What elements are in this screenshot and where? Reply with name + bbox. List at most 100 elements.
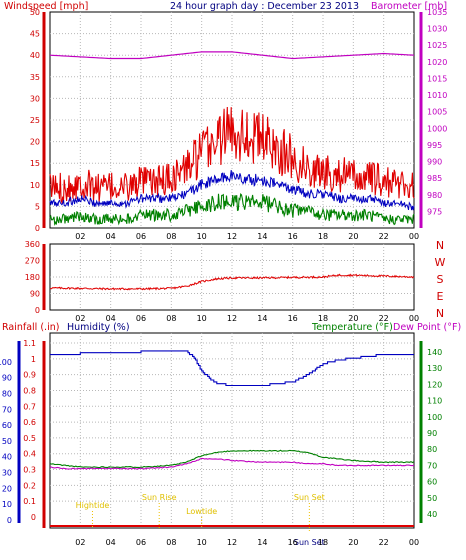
- wind-series-line: [49, 169, 415, 211]
- direction-x-tick-label: 20: [348, 314, 358, 323]
- barometer-y-tick-label: 985: [427, 174, 442, 183]
- rainfall-y-tick-label: 0.8: [23, 386, 36, 395]
- compass-label: N: [436, 239, 444, 252]
- climate-x-tick-label: 22: [379, 538, 389, 547]
- wind-x-tick-label: 06: [136, 232, 146, 241]
- humidity-y-tick-label: 40: [2, 453, 12, 462]
- humidity-y-tick-label: 80: [2, 389, 12, 398]
- barometer-y-tick-label: 995: [427, 141, 442, 150]
- rainfall-y-tick-label: 0.1: [23, 497, 36, 506]
- climate-x-tick-label: 12: [227, 538, 237, 547]
- climate-x-tick-label: 10: [197, 538, 207, 547]
- temperature-line: [49, 449, 415, 469]
- barometer-y-tick-label: 1030: [427, 25, 447, 34]
- humidity-y-tick-label: 70: [2, 405, 12, 414]
- compass-label: S: [437, 273, 444, 286]
- rainfall-y-tick-label: 0.5: [23, 434, 36, 443]
- temperature-y-tick-label: 80: [427, 445, 437, 454]
- dew-point-axis-label: Dew Point (°F): [393, 322, 461, 333]
- direction-y-tick-label: 90: [30, 290, 40, 299]
- annotation-label: Lowtide: [186, 507, 217, 516]
- barometer-y-tick-label: 1035: [427, 8, 447, 17]
- temperature-y-tick-label: 50: [427, 494, 437, 503]
- rainfall-y-tick-label: 0.3: [23, 466, 36, 475]
- dew-point-line: [49, 457, 415, 470]
- rainfall-y-tick-label: 0.7: [23, 402, 36, 411]
- annotation-label: Sun Rise: [142, 493, 177, 502]
- direction-x-tick-label: 16: [288, 314, 298, 323]
- humidity-y-tick-label: 10: [2, 500, 12, 509]
- wind-x-tick-label: 16: [288, 232, 298, 241]
- compass-label: E: [437, 290, 444, 303]
- wind-x-tick-label: 04: [106, 232, 116, 241]
- wind-y-tick-label: 20: [30, 138, 40, 147]
- temperature-y-tick-label: 110: [427, 397, 442, 406]
- temperature-y-tick-label: 70: [427, 461, 437, 470]
- wind-x-tick-label: 00: [409, 232, 419, 241]
- temperature-y-tick-label: 60: [427, 478, 437, 487]
- direction-x-tick-label: 14: [257, 314, 267, 323]
- compass-label: W: [435, 256, 446, 269]
- annotation-label: Hightide: [76, 501, 110, 510]
- wind-y-tick-label: 30: [30, 94, 40, 103]
- direction-x-tick-label: 10: [197, 314, 207, 323]
- humidity-y-tick-label: 60: [2, 421, 12, 430]
- annotation-label: Sun Set: [294, 538, 325, 547]
- direction-y-tick-label: 270: [25, 257, 40, 266]
- direction-y-tick-label: 360: [25, 240, 40, 249]
- wind-x-tick-label: 22: [379, 232, 389, 241]
- climate-x-tick-label: 16: [288, 538, 298, 547]
- climate-x-tick-label: 02: [75, 538, 85, 547]
- barometer-y-tick-label: 1000: [427, 124, 447, 133]
- wind-x-tick-label: 08: [166, 232, 176, 241]
- rainfall-y-tick-label: 0.2: [23, 481, 36, 490]
- barometer-axis-label: Barometer [mb]: [371, 1, 447, 12]
- humidity-axis-label: Humidity (%): [67, 322, 130, 333]
- wind-x-tick-label: 10: [197, 232, 207, 241]
- rainfall-y-tick-label: 0.9: [23, 371, 36, 380]
- rainfall-y-tick-label: 1.1: [23, 339, 36, 348]
- wind-x-tick-label: 02: [75, 232, 85, 241]
- temperature-y-tick-label: 140: [427, 348, 442, 357]
- temperature-axis-label: Temperature (°F): [311, 322, 393, 333]
- temperature-y-tick-label: 120: [427, 380, 442, 389]
- barometer-y-tick-label: 990: [427, 158, 442, 167]
- wind-y-tick-label: 5: [35, 202, 40, 211]
- direction-x-tick-label: 18: [318, 314, 328, 323]
- direction-y-tick-label: 0: [35, 306, 40, 315]
- wind-y-tick-label: 0: [35, 224, 40, 233]
- wind-y-tick-label: 50: [30, 8, 40, 17]
- humidity-y-tick-label: 0: [7, 516, 12, 525]
- wind-axis-label: Windspeed [mph]: [4, 1, 88, 12]
- temperature-y-tick-label: 100: [427, 413, 442, 422]
- climate-x-tick-label: 14: [257, 538, 267, 547]
- wind-series-line: [49, 192, 415, 227]
- wind-x-tick-label: 12: [227, 232, 237, 241]
- humidity-y-tick-label: 20: [2, 484, 12, 493]
- wind-y-tick-label: 25: [30, 116, 40, 125]
- direction-x-tick-label: 22: [379, 314, 389, 323]
- barometer-y-tick-label: 980: [427, 191, 442, 200]
- climate-x-tick-label: 20: [348, 538, 358, 547]
- direction-x-tick-label: 04: [106, 314, 116, 323]
- climate-x-tick-label: 04: [106, 538, 116, 547]
- barometer-line: [49, 51, 415, 60]
- wind-y-tick-label: 10: [30, 181, 40, 190]
- direction-x-tick-label: 02: [75, 314, 85, 323]
- rainfall-y-tick-label: 0.6: [23, 418, 36, 427]
- direction-x-tick-label: 12: [227, 314, 237, 323]
- annotation-label: Sun Set: [294, 493, 325, 502]
- climate-x-tick-label: 08: [166, 538, 176, 547]
- wind-series-line: [49, 106, 415, 205]
- rainfall-y-tick-label: 0.4: [23, 450, 36, 459]
- direction-x-tick-label: 06: [136, 314, 146, 323]
- climate-x-tick-label: 06: [136, 538, 146, 547]
- humidity-y-tick-label: 100: [0, 358, 12, 367]
- rainfall-y-tick-label: 1: [31, 355, 36, 364]
- climate-x-tick-label: 18: [318, 538, 328, 547]
- barometer-y-tick-label: 975: [427, 207, 442, 216]
- wind-y-tick-label: 40: [30, 51, 40, 60]
- wind-x-tick-label: 18: [318, 232, 328, 241]
- rainfall-y-tick-label: 0: [31, 513, 36, 522]
